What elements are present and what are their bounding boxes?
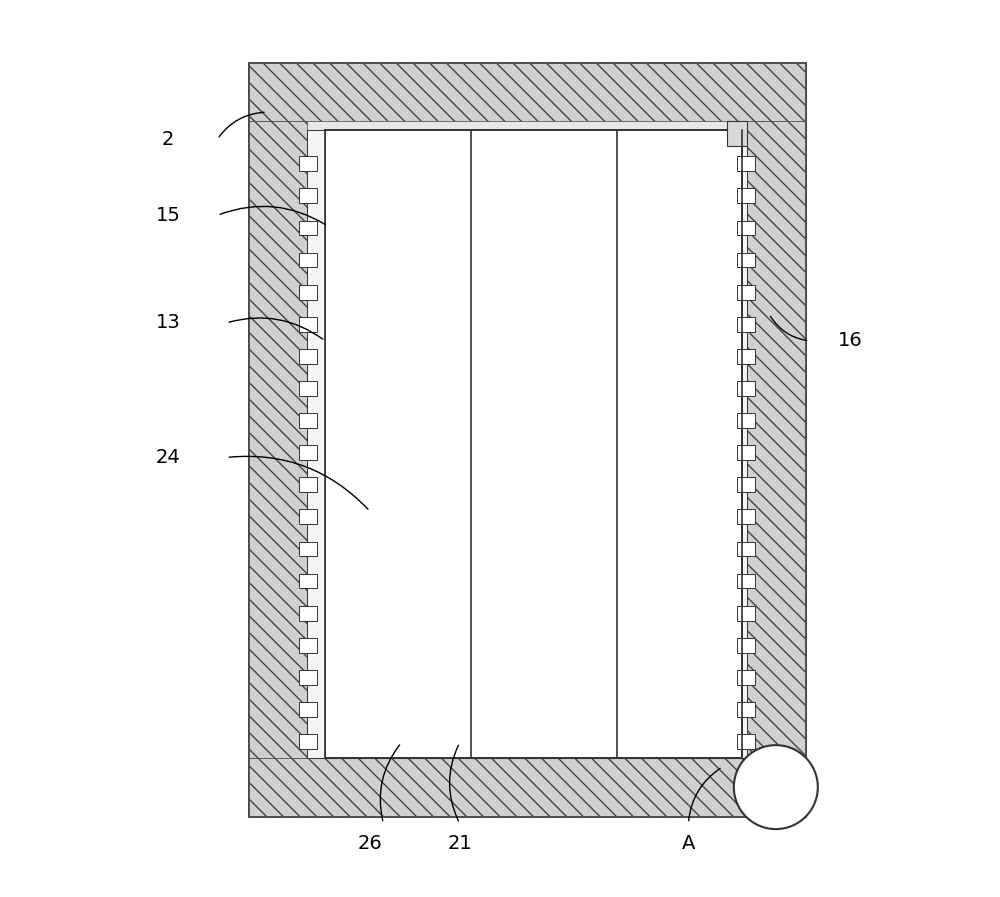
Bar: [737, 509, 755, 524]
Text: 24: 24: [156, 448, 180, 467]
Bar: [737, 477, 755, 492]
Bar: [299, 574, 317, 588]
Circle shape: [734, 745, 818, 829]
Bar: [299, 542, 317, 556]
Bar: [727, 121, 747, 146]
Text: 13: 13: [156, 313, 180, 333]
Bar: [299, 509, 317, 524]
Bar: [737, 188, 755, 204]
Bar: [299, 414, 317, 428]
Bar: [737, 381, 755, 396]
Text: 15: 15: [156, 205, 181, 225]
Bar: [299, 317, 317, 332]
Bar: [737, 221, 755, 235]
Text: 2: 2: [162, 129, 174, 149]
Bar: [299, 221, 317, 235]
Text: 21: 21: [447, 833, 472, 853]
Bar: [299, 670, 317, 684]
Bar: [299, 156, 317, 171]
Bar: [737, 156, 755, 171]
Bar: [299, 381, 317, 396]
Bar: [307, 130, 325, 758]
Bar: [737, 605, 755, 621]
Bar: [737, 574, 755, 588]
Bar: [737, 253, 755, 267]
Bar: [299, 445, 317, 460]
Bar: [299, 605, 317, 621]
Bar: [737, 284, 755, 300]
Bar: [737, 349, 755, 364]
Bar: [299, 349, 317, 364]
Bar: [249, 758, 805, 816]
Bar: [737, 638, 755, 653]
Text: A: A: [682, 833, 695, 853]
Bar: [299, 734, 317, 749]
Bar: [249, 121, 307, 758]
Bar: [299, 284, 317, 300]
Text: 16: 16: [837, 331, 862, 351]
Bar: [249, 63, 805, 816]
Bar: [249, 63, 805, 121]
Bar: [737, 734, 755, 749]
Text: 26: 26: [358, 833, 382, 853]
Bar: [737, 542, 755, 556]
Bar: [737, 670, 755, 684]
Bar: [737, 414, 755, 428]
Bar: [742, 130, 747, 758]
Bar: [299, 702, 317, 717]
Bar: [299, 638, 317, 653]
Bar: [325, 130, 742, 758]
Bar: [747, 121, 805, 758]
Bar: [299, 188, 317, 204]
Bar: [737, 702, 755, 717]
Bar: [737, 317, 755, 332]
Bar: [299, 253, 317, 267]
Bar: [299, 477, 317, 492]
Bar: [737, 445, 755, 460]
